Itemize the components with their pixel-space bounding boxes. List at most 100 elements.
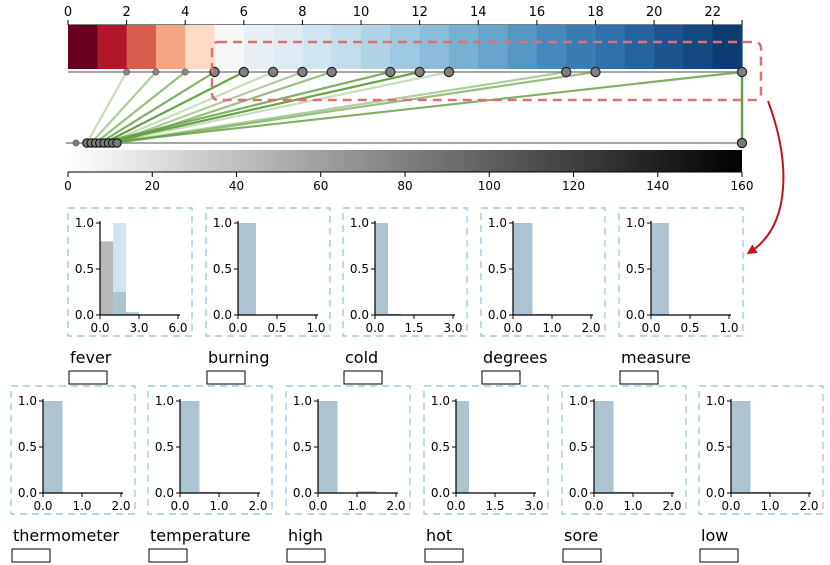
y-tick-label: 1.0 — [569, 394, 588, 408]
colormap-segment — [155, 25, 186, 69]
histogram-bar — [375, 223, 388, 315]
colormap-segment — [683, 25, 714, 69]
top-value-point — [123, 68, 131, 76]
x-tick-label: 1.0 — [306, 321, 325, 335]
histogram-card-temperature: 0.0 0.5 1.0 0.0 1.0 2.0 temperature — [147, 385, 273, 563]
x-tick-label: 0.0 — [308, 499, 327, 513]
x-tick-label: 3.0 — [129, 321, 148, 335]
y-tick-label: 0.5 — [18, 440, 37, 454]
histogram-row-1: 0.0 0.5 1.0 0.0 3.0 6.0 fever 0.0 0.5 1.0 0.0 0.5 1.… — [67, 207, 744, 385]
colormap-segment — [361, 25, 391, 69]
mapping-link — [108, 70, 450, 145]
histogram-card-sore: 0.0 0.5 1.0 0.0 1.0 2.0 sore — [561, 385, 687, 563]
bottom-value-point — [736, 137, 748, 149]
y-tick-label: 1.0 — [155, 394, 174, 408]
bottom-axis-tick-label: 20 — [145, 179, 160, 193]
mapping-links — [85, 70, 744, 145]
x-tick-label: 1.5 — [404, 321, 423, 335]
mapping-link — [103, 70, 420, 145]
term-input-box — [286, 548, 326, 563]
term-input-box — [424, 548, 464, 563]
bottom-axis-tick-label: 100 — [478, 179, 501, 193]
colormap-segment — [478, 25, 509, 69]
y-tick-label: 0.0 — [569, 486, 588, 500]
term-label: cold — [345, 348, 378, 367]
y-tick-label: 0.5 — [293, 440, 312, 454]
colormap-segment — [419, 25, 450, 69]
bottom-axis-tick-label: 160 — [731, 179, 754, 193]
histogram-card-thermometer: 0.0 0.5 1.0 0.0 1.0 2.0 thermometer — [10, 385, 136, 563]
mapping-link — [103, 70, 743, 145]
histogram-bar — [513, 223, 533, 315]
top-axis-tick-label: 6 — [240, 5, 248, 20]
term-input-box — [562, 548, 602, 563]
colormap-segment — [654, 25, 684, 69]
bottom-axis-tick-label: 80 — [397, 179, 412, 193]
histogram-card-fever: 0.0 0.5 1.0 0.0 3.0 6.0 fever — [67, 207, 193, 385]
bottom-axis-tick-label: 120 — [562, 179, 585, 193]
term-label: hot — [426, 526, 452, 545]
colormap-segment — [302, 25, 333, 69]
x-tick-label: 2.0 — [111, 499, 130, 513]
y-tick-label: 0.0 — [75, 308, 94, 322]
x-tick-label: 2.0 — [386, 499, 405, 513]
colormap-segment — [624, 25, 655, 69]
top-axis-tick-label: 16 — [529, 5, 546, 20]
colormap-segment — [507, 25, 538, 69]
histogram-card-burning: 0.0 0.5 1.0 0.0 0.5 1.0 burning — [205, 207, 331, 385]
y-tick-label: 0.0 — [155, 486, 174, 500]
x-tick-label: 1.5 — [485, 499, 504, 513]
x-tick-label: 3.0 — [524, 499, 543, 513]
grayscale-gradient — [68, 150, 742, 172]
y-tick-label: 1.0 — [18, 394, 37, 408]
top-axis-tick-label: 18 — [587, 5, 604, 20]
top-axis-tick-label: 12 — [411, 5, 428, 20]
histogram-card-low: 0.0 0.5 1.0 0.0 1.0 2.0 low — [698, 385, 824, 563]
histogram-card-measure: 0.0 0.5 1.0 0.0 0.5 1.0 measure — [618, 207, 744, 385]
mapping-link — [99, 71, 216, 144]
term-label: measure — [621, 348, 691, 367]
bottom-grayscale-bar — [68, 150, 742, 172]
colormap-segment — [595, 25, 626, 69]
x-tick-label: 0.0 — [584, 499, 603, 513]
histogram-card-cold: 0.0 0.5 1.0 0.0 1.5 3.0 cold — [342, 207, 468, 385]
histogram-card-high: 0.0 0.5 1.0 0.0 1.0 2.0 high — [285, 385, 411, 563]
top-axis-tick-label: 0 — [64, 5, 72, 20]
term-input-box — [148, 548, 188, 563]
y-tick-label: 0.5 — [488, 262, 507, 276]
term-input-box — [699, 548, 739, 563]
top-axis-tick-label: 14 — [470, 5, 487, 20]
y-tick-label: 0.5 — [626, 262, 645, 276]
mapping-link — [90, 71, 157, 144]
x-tick-label: 0.0 — [641, 321, 660, 335]
histogram-card-hot: 0.0 0.5 1.0 0.0 1.5 3.0 hot — [423, 385, 549, 563]
term-input-box — [68, 370, 108, 385]
x-tick-label: 0.0 — [228, 321, 247, 335]
top-value-point — [297, 66, 308, 78]
x-tick-label: 1.0 — [623, 499, 642, 513]
colormap-segment — [273, 25, 304, 69]
colormap-segment — [448, 25, 479, 69]
histogram-bar — [594, 401, 614, 493]
y-tick-label: 0.0 — [213, 308, 232, 322]
callout-arrow — [746, 100, 785, 255]
term-label: sore — [564, 526, 598, 545]
x-tick-label: 1.0 — [72, 499, 91, 513]
colormap-segment — [185, 25, 216, 69]
top-value-line — [68, 66, 748, 78]
x-tick-label: 3.0 — [443, 321, 462, 335]
colormap-segment — [214, 25, 245, 69]
histogram-row-2: 0.00.51.00.0 1.0 2.0thermometer0.00.51.00.… — [10, 385, 824, 563]
y-tick-label: 0.5 — [431, 440, 450, 454]
colormap-segment — [712, 25, 743, 69]
term-input-box — [11, 548, 51, 563]
histogram-bar — [238, 223, 256, 315]
top-value-point — [590, 66, 601, 78]
histogram-bar — [318, 401, 338, 493]
top-axis-tick-label: 10 — [353, 5, 370, 20]
y-tick-label: 0.0 — [293, 486, 312, 500]
bottom-value-point — [72, 139, 80, 147]
y-tick-label: 0.0 — [706, 486, 725, 500]
mapping-link — [107, 70, 274, 145]
